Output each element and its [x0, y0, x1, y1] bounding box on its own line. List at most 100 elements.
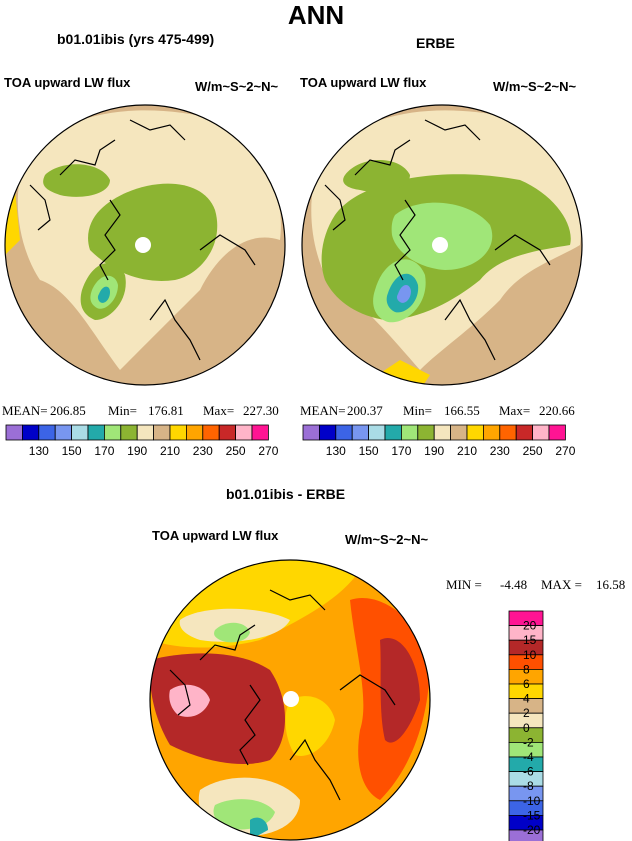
colorbar-swatch — [508, 829, 544, 841]
colorbar-swatch — [302, 424, 320, 441]
colorbar-tick-label: -10 — [523, 794, 541, 808]
colorbar-tick-label: 210 — [160, 444, 180, 458]
colorbar-tick-label: -8 — [523, 779, 534, 793]
panel-1-heading: b01.01ibis (yrs 475-499) — [57, 31, 215, 47]
colorbar-tick-label: 190 — [127, 444, 147, 458]
colorbar-tick-label: -20 — [523, 823, 541, 837]
colorbar-swatch — [450, 424, 468, 441]
colorbar-tick-label: 6 — [523, 677, 530, 691]
colorbar-swatch — [368, 424, 386, 441]
difference-units: W/m~S~2~N~ — [345, 532, 429, 547]
colorbar-swatch — [21, 424, 40, 441]
colorbar-swatch — [5, 424, 23, 441]
colorbar-tick-label: 250 — [226, 444, 246, 458]
panel-1-mean: 206.85 — [50, 403, 86, 418]
map-panel-1-border — [4, 104, 286, 386]
colorbar-swatch — [532, 424, 550, 441]
colorbar-tick-label: 130 — [326, 444, 346, 458]
panel-2-variable: TOA upward LW flux — [300, 75, 427, 90]
colorbar-swatch — [71, 424, 89, 441]
colorbar-swatch — [499, 424, 517, 441]
colorbar-tick-label: 2 — [523, 706, 530, 720]
colorbar-swatch — [120, 424, 138, 441]
colorbar-tick-label: 20 — [523, 619, 537, 633]
difference-pole-marker — [283, 691, 299, 707]
colorbar-swatch — [515, 424, 534, 441]
colorbar-tick-label: -6 — [523, 765, 534, 779]
colorbar-tick-label: 170 — [94, 444, 114, 458]
panel-1-max: 227.30 — [243, 403, 279, 418]
difference-min: -4.48 — [500, 577, 528, 592]
colorbar-tick-label: -15 — [523, 808, 541, 822]
panel-2-pole-marker — [432, 237, 448, 253]
colorbar-tick-label: 270 — [555, 444, 575, 458]
colorbar-swatch — [251, 424, 269, 441]
colorbar-tick-label: -4 — [523, 750, 534, 764]
map-panel-2-border — [301, 104, 583, 386]
colorbar-swatch — [548, 424, 566, 441]
panel-2-heading: ERBE — [416, 35, 455, 51]
colorbar-panel-1: 130 150 170 190 210 230 250 270 — [5, 424, 279, 458]
panel-2-max: 220.66 — [539, 403, 575, 418]
colorbar-swatch — [417, 424, 435, 441]
panel-1-units: W/m~S~2~N~ — [195, 79, 279, 94]
difference-variable: TOA upward LW flux — [152, 528, 279, 543]
panel-1-pole-marker — [135, 237, 151, 253]
colorbar-swatch — [482, 424, 501, 441]
panel-2-min: 166.55 — [444, 403, 480, 418]
colorbar-swatch — [318, 424, 337, 441]
colorbar-swatch — [104, 424, 122, 441]
panel-2-units: W/m~S~2~N~ — [493, 79, 577, 94]
colorbar-tick-label: 230 — [193, 444, 213, 458]
panel-2-max-label: Max= — [499, 403, 531, 418]
colorbar-tick-label: 130 — [29, 444, 49, 458]
colorbar-swatch — [38, 424, 56, 441]
colorbar-tick-label: 8 — [523, 662, 530, 676]
colorbar-tick-label: 150 — [62, 444, 82, 458]
colorbar-swatch — [218, 424, 236, 441]
colorbar-swatch — [235, 424, 253, 441]
panel-1-variable: TOA upward LW flux — [4, 75, 131, 90]
colorbar-tick-label: 230 — [490, 444, 510, 458]
colorbar-swatch — [384, 424, 402, 441]
difference-max: 16.58 — [596, 577, 626, 592]
colorbar-swatch — [400, 424, 419, 441]
colorbar-swatch — [351, 424, 370, 441]
panel-2-mean: 200.37 — [347, 403, 383, 418]
colorbar-tick-label: 270 — [258, 444, 278, 458]
colorbar-tick-label: 15 — [523, 633, 537, 647]
difference-max-label: MAX = — [541, 577, 582, 592]
panel-2-mean-label: MEAN= — [300, 403, 346, 418]
colorbar-swatch — [153, 424, 171, 441]
colorbar-swatch — [433, 424, 452, 441]
colorbar-tick-label: 10 — [523, 648, 537, 662]
map-difference-border — [149, 559, 431, 841]
colorbar-swatch — [202, 424, 220, 441]
colorbar-swatch — [185, 424, 204, 441]
panel-1-min: 176.81 — [148, 403, 184, 418]
colorbar-swatch — [87, 424, 105, 441]
panel-1-min-label: Min= — [108, 403, 138, 418]
colorbar-swatch — [169, 424, 187, 441]
colorbar-swatch — [335, 424, 353, 441]
panel-1-max-label: Max= — [203, 403, 235, 418]
colorbar-swatch — [466, 424, 484, 441]
colorbar-panel-2: 130 150 170 190 210 230 250 270 — [302, 424, 576, 458]
colorbar-tick-label: 4 — [523, 692, 530, 706]
colorbar-tick-label: 190 — [424, 444, 444, 458]
colorbar-tick-label: 0 — [523, 721, 530, 735]
difference-min-label: MIN = — [446, 577, 482, 592]
panel-1-mean-label: MEAN= — [2, 403, 48, 418]
colorbar-tick-label: 210 — [457, 444, 477, 458]
colorbar-swatch — [54, 424, 73, 441]
panel-2-min-label: Min= — [403, 403, 433, 418]
page-title: ANN — [287, 0, 345, 30]
colorbar-tick-label: -2 — [523, 735, 534, 749]
colorbar-tick-label: 170 — [391, 444, 411, 458]
colorbar-tick-label: 150 — [359, 444, 379, 458]
colorbar-tick-label: 250 — [523, 444, 543, 458]
difference-heading: b01.01ibis - ERBE — [226, 486, 346, 502]
colorbar-swatch — [136, 424, 154, 441]
